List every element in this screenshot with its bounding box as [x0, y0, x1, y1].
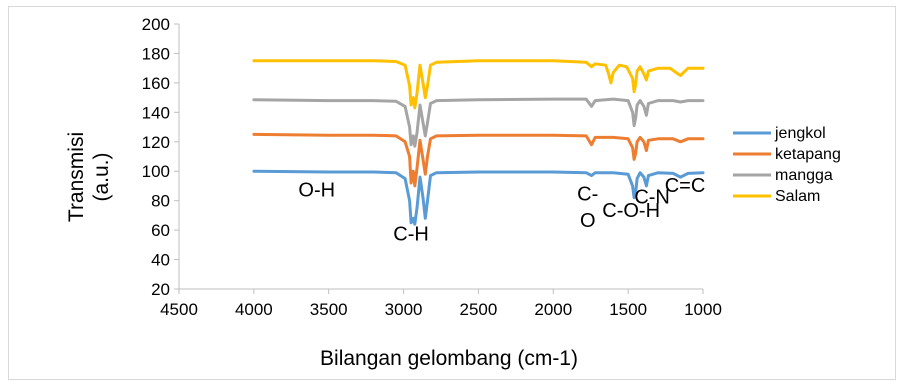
y-tick-label: 200	[142, 15, 170, 34]
peak-annotation: C-O-H	[602, 200, 660, 222]
series-line-jengkol	[252, 169, 705, 226]
x-tick-label: 1500	[609, 300, 647, 319]
x-tick-label: 3000	[385, 300, 423, 319]
x-axis-title: Bilangan gelombang (cm-1)	[320, 347, 578, 370]
ftir-line-chart: 20 40 60 80 100 120 140 160 180 200 4500 4000 3500 30…	[65, 15, 841, 370]
y-tick-label: 40	[151, 251, 170, 270]
x-tick-label: 2500	[460, 300, 498, 319]
series-line-mangga	[252, 97, 705, 148]
y-tick-label: 140	[142, 103, 170, 122]
y-tick-label: 60	[151, 221, 170, 240]
y-axis-title-line2: (a.u.)	[90, 152, 113, 201]
legend-label-jengkol: jengkol	[774, 125, 826, 142]
legend-label-ketapang: ketapang	[775, 146, 841, 163]
annotations-group: O-H C-H C- O C-O-HC-NC=C	[298, 175, 705, 246]
peak-annotation: C-N	[634, 187, 670, 209]
x-tick-label: 1000	[684, 300, 722, 319]
legend-label-mangga: mangga	[775, 167, 833, 184]
y-tick-label: 160	[142, 74, 170, 93]
series-group	[252, 59, 705, 226]
peak-annotation: C-H	[393, 223, 429, 245]
legend-label-salam: Salam	[775, 188, 820, 205]
x-tick-label: 4000	[235, 300, 273, 319]
peak-annotation: O	[580, 210, 596, 232]
legend: jengkol ketapang mangga Salam	[733, 125, 841, 205]
chart-frame: 20 40 60 80 100 120 140 160 180 200 4500 4000 3500 30…	[8, 6, 896, 380]
y-tick-label: 80	[151, 192, 170, 211]
x-tick-label: 2000	[534, 300, 572, 319]
x-tick-label: 4500	[160, 300, 198, 319]
peak-annotation: C=C	[665, 175, 706, 197]
x-tick-label: 3500	[310, 300, 348, 319]
series-line-ketapang	[252, 132, 705, 188]
y-axis-title-line1: Transmisi	[65, 132, 88, 222]
y-tick-label: 20	[151, 280, 170, 299]
series-line-salam	[252, 59, 705, 110]
y-tick-label: 180	[142, 44, 170, 63]
y-tick-label: 100	[142, 162, 170, 181]
y-tick-label: 120	[142, 133, 170, 152]
peak-annotation: O-H	[298, 179, 335, 201]
axes: 20 40 60 80 100 120 140 160 180 200 4500 4000 3500 30…	[142, 15, 722, 319]
peak-annotation: C-	[577, 184, 598, 206]
